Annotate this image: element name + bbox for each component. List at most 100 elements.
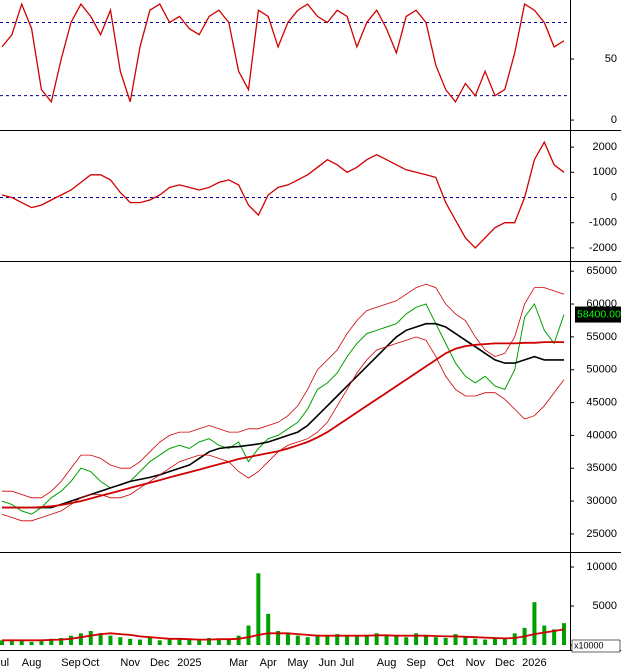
- volume-bar: [305, 637, 310, 646]
- y-tick-label: 40000: [586, 429, 617, 441]
- line-series: [2, 322, 564, 509]
- y-tick-label: 10000: [586, 561, 617, 573]
- line-series: [1, 336, 565, 522]
- volume-bar: [9, 641, 14, 646]
- x-tick-label: Dec: [495, 657, 515, 669]
- volume-bar: [453, 634, 458, 646]
- volume-bar: [394, 636, 399, 646]
- volume-bar: [147, 637, 152, 646]
- volume-bar: [443, 637, 448, 646]
- y-tick-label: 25000: [586, 528, 617, 540]
- x-tick-label: Sep: [61, 657, 81, 669]
- y-tick-label: 0: [611, 191, 617, 203]
- x-tick-label: Jun: [318, 657, 336, 669]
- volume-bar: [285, 633, 290, 646]
- line-series: [1, 302, 565, 515]
- x-tick-label: Dec: [150, 657, 170, 669]
- volume-bar: [325, 636, 330, 646]
- volume-bar: [29, 641, 34, 646]
- volume-bar: [197, 640, 202, 646]
- volume-bar: [463, 637, 468, 646]
- volume-bar: [69, 635, 74, 646]
- x-tick-label: Mar: [229, 657, 248, 669]
- line-series: [2, 628, 565, 642]
- volume-bar: [266, 613, 271, 646]
- volume-bar: [414, 633, 419, 646]
- volume-bar: [207, 637, 212, 646]
- y-tick-label: 0: [611, 114, 617, 126]
- volume-bar: [552, 629, 557, 646]
- volume-bar: [167, 639, 172, 646]
- y-tick-label: -2000: [589, 242, 617, 254]
- volume-bar: [502, 638, 507, 646]
- y-tick-label: -1000: [589, 217, 617, 229]
- volume-bar: [118, 637, 123, 646]
- y-tick-label: 30000: [586, 495, 617, 507]
- line-series: [2, 283, 565, 499]
- volume-bar: [315, 634, 320, 646]
- x-tick-label: Oct: [82, 657, 99, 669]
- volume-bar: [542, 625, 547, 646]
- volume-bar: [0, 640, 4, 646]
- volume-bar: [562, 623, 566, 646]
- x-tick-label: Aug: [377, 657, 397, 669]
- volume-bar: [345, 635, 350, 646]
- volume-bar: [404, 637, 409, 646]
- unit-label: x10000: [574, 640, 604, 650]
- x-tick-label: Sep: [406, 657, 426, 669]
- volume-bar: [246, 625, 251, 646]
- volume-bar: [88, 630, 93, 646]
- volume-bar: [78, 633, 83, 646]
- x-tick-label: Oct: [437, 657, 454, 669]
- volume-bar: [374, 633, 379, 646]
- x-tick-label: Jul: [340, 657, 354, 669]
- volume-bar: [492, 637, 497, 646]
- x-tick-label: Nov: [120, 657, 140, 669]
- volume-bar: [157, 640, 162, 646]
- volume-bar: [423, 635, 428, 646]
- y-tick-label: 35000: [586, 462, 617, 474]
- volume-bar: [39, 641, 44, 646]
- volume-bar: [226, 639, 231, 646]
- volume-bar: [384, 635, 389, 646]
- volume-bar: [364, 634, 369, 646]
- y-tick-label: 1000: [593, 166, 617, 178]
- volume-bar: [354, 636, 359, 646]
- volume-bar: [216, 638, 221, 646]
- x-tick-label: Aug: [22, 657, 42, 669]
- unit-box: [571, 639, 621, 653]
- volume-bar: [177, 638, 182, 646]
- y-tick-label: 50: [605, 53, 617, 65]
- last-price-label: 58400.00: [577, 308, 621, 320]
- y-tick-label: 5000: [593, 600, 617, 612]
- volume-bar: [19, 639, 24, 646]
- volume-bar: [108, 635, 113, 646]
- volume-bar: [512, 633, 517, 646]
- x-tick-label: Apr: [260, 657, 277, 669]
- line-series: [1, 140, 565, 249]
- y-tick-label: 65000: [586, 265, 617, 277]
- x-tick-label: 2025: [177, 657, 201, 669]
- volume-bar: [532, 602, 537, 646]
- y-tick-label: 2000: [593, 141, 617, 153]
- volume-bar: [187, 639, 192, 646]
- volume-bar: [138, 639, 143, 646]
- x-tick-label: 2026: [522, 657, 546, 669]
- volume-bar: [483, 639, 488, 646]
- y-tick-label: 45000: [586, 396, 617, 408]
- line-series: [1, 2, 565, 104]
- volume-bar: [276, 630, 281, 646]
- panel-frame: [0, 0, 621, 651]
- volume-bar: [49, 638, 54, 646]
- y-tick-label: 55000: [586, 331, 617, 343]
- volume-bar: [59, 637, 64, 646]
- x-tick-label: Nov: [465, 657, 485, 669]
- volume-bar: [236, 635, 241, 646]
- last-price-box: [575, 306, 621, 323]
- volume-bar: [295, 635, 300, 646]
- volume-bar: [473, 638, 478, 646]
- volume-bar: [98, 633, 103, 646]
- line-series: [2, 341, 564, 509]
- volume-bar: [256, 573, 261, 646]
